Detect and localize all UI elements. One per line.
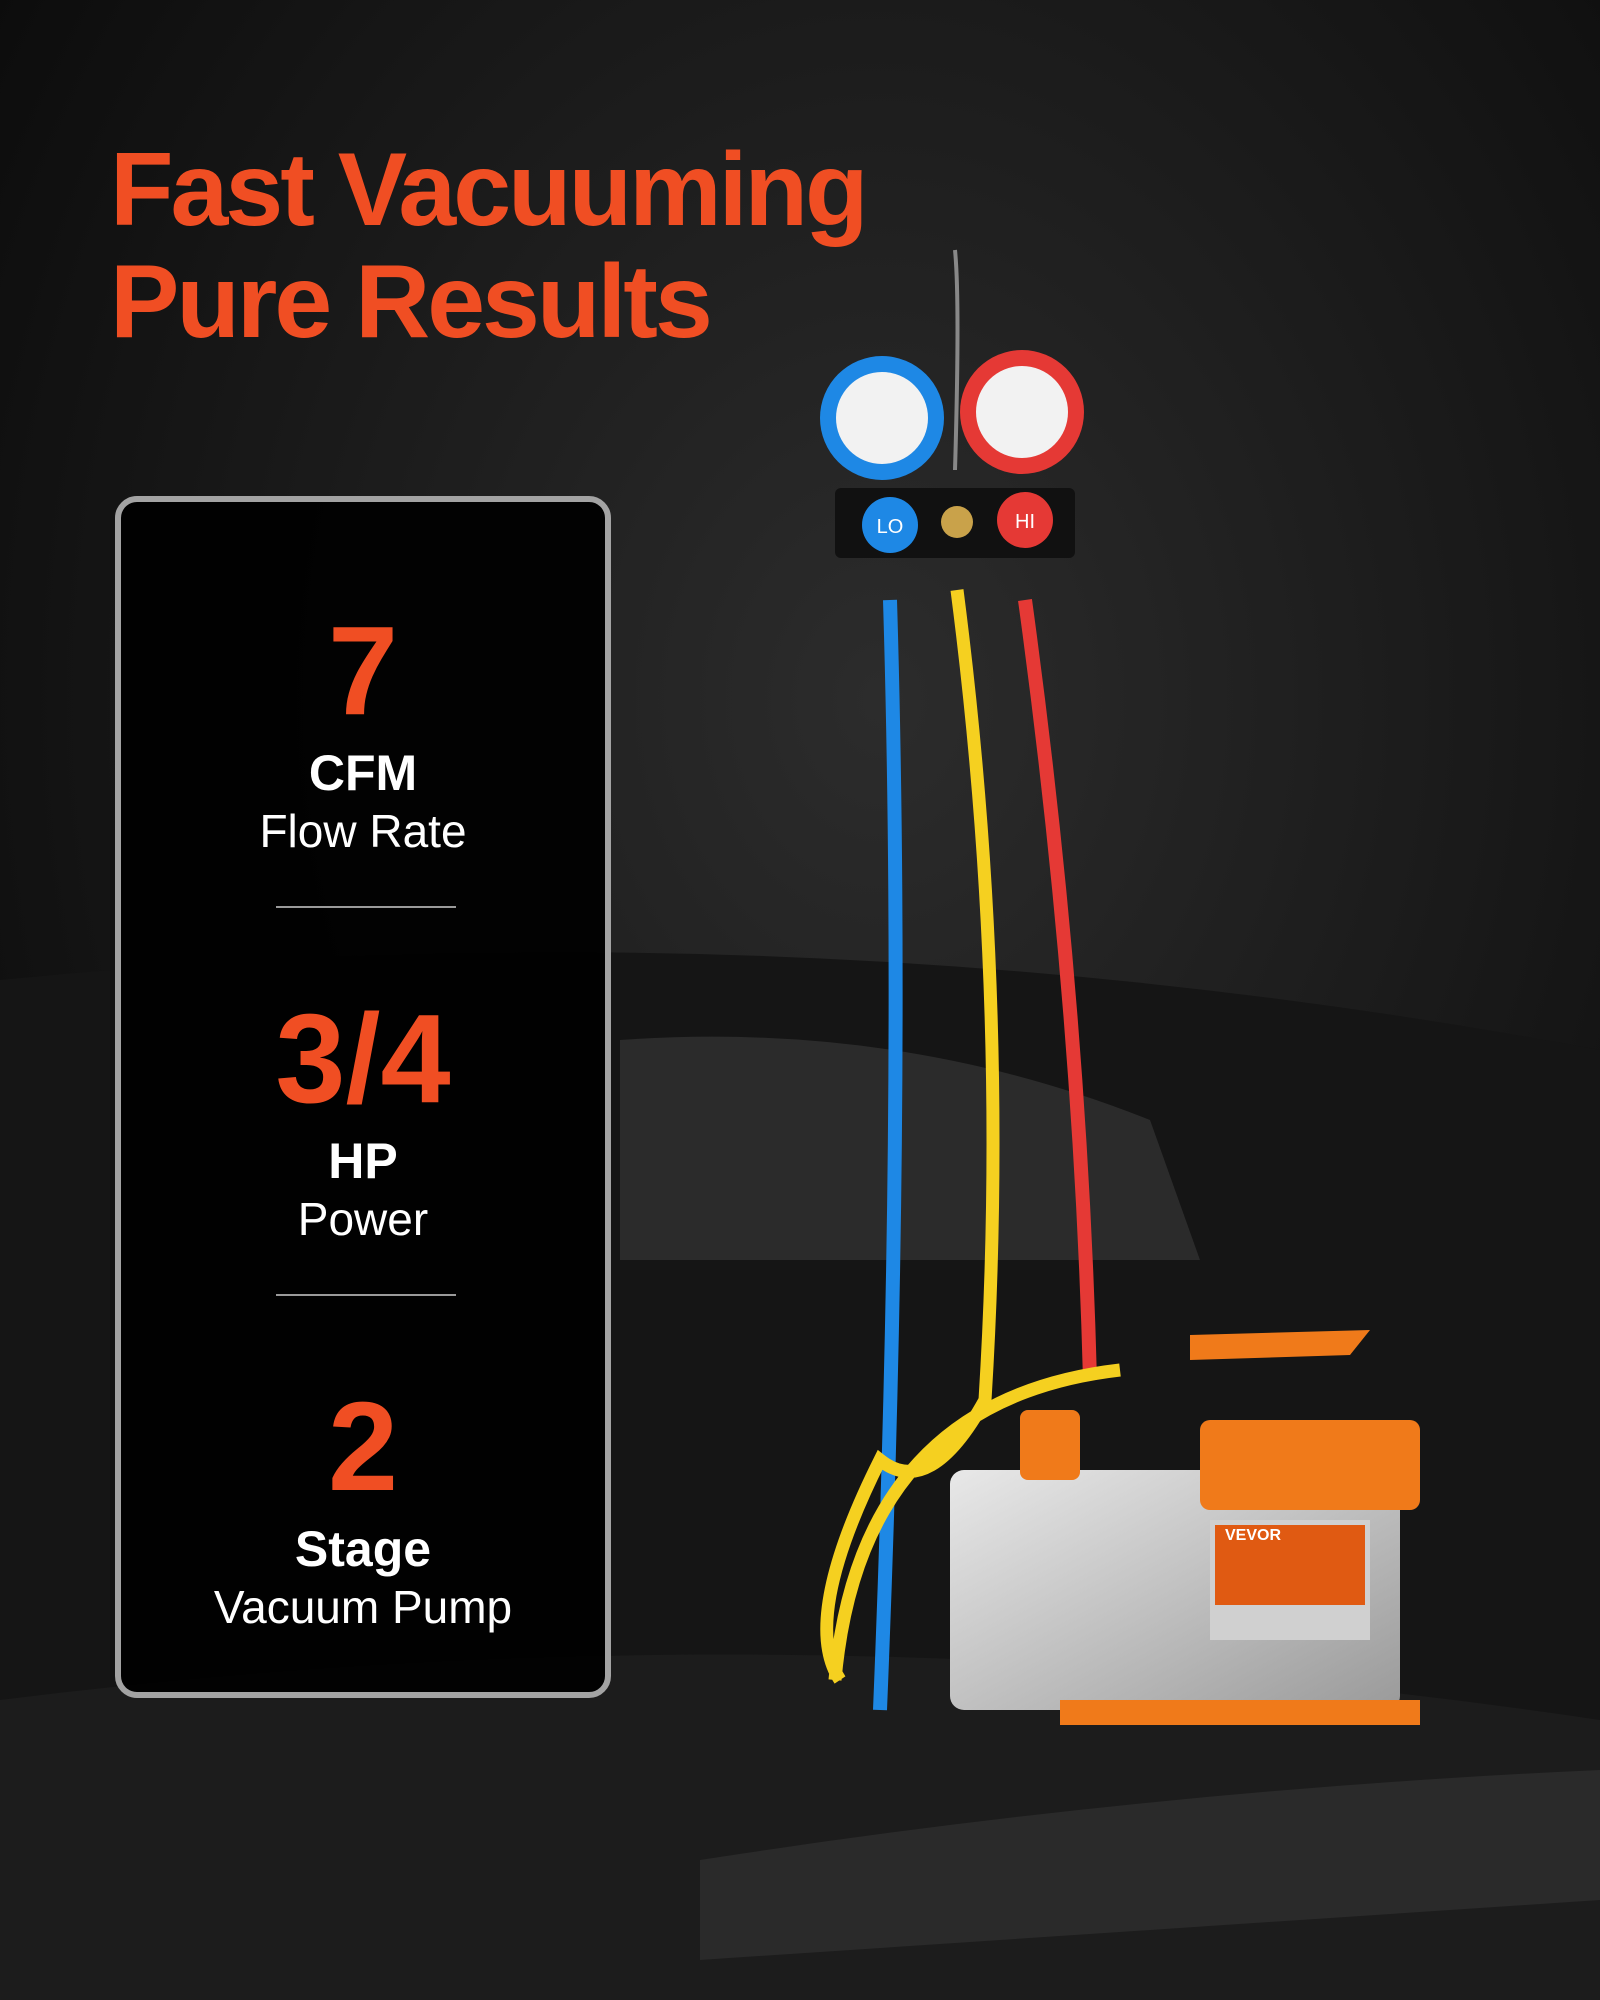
spec-label: Flow Rate: [259, 805, 467, 857]
specs-panel: 7 CFM Flow Rate 3/4 HP Power 2 Stage Vac…: [115, 496, 611, 1698]
divider: [276, 1294, 456, 1296]
red-hose: [1018, 599, 1097, 1381]
spec-unit: HP: [328, 1133, 398, 1189]
spec-power: 3/4 HP Power: [121, 988, 605, 1245]
high-valve-label: HI: [1015, 511, 1035, 533]
brand-label: VEVOR: [1225, 1527, 1281, 1544]
yellow-hose: [820, 589, 1121, 1684]
blue-hose: [873, 599, 903, 1711]
spec-value: 2: [327, 1376, 399, 1517]
headline-line-2: Pure Results: [110, 244, 713, 360]
spec-label: Power: [297, 1193, 429, 1245]
spec-unit: CFM: [308, 745, 418, 801]
headline-line-1: Fast Vacuuming: [110, 132, 869, 248]
spec-stages: 2 Stage Vacuum Pump: [121, 1376, 605, 1633]
spec-flow-rate: 7 CFM Flow Rate: [121, 600, 605, 857]
manifold-gauge-set: LO HI: [820, 249, 1084, 558]
low-valve-label: LO: [877, 516, 904, 538]
vacuum-pump: VEVOR: [950, 1330, 1420, 1725]
spec-unit: Stage: [294, 1521, 432, 1577]
divider: [276, 906, 456, 908]
spec-label: Vacuum Pump: [213, 1581, 513, 1633]
spec-value: 3/4: [275, 988, 451, 1129]
spec-value: 7: [327, 600, 399, 741]
